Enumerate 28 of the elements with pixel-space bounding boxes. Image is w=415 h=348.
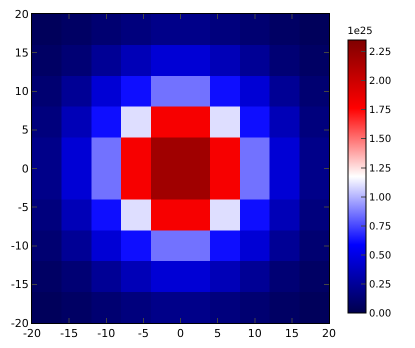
color-bar-label: 2.25 — [369, 47, 392, 58]
y-tick-label: -10 — [10, 240, 29, 253]
x-tick-label: 0 — [177, 327, 184, 340]
color-bar-label: 1.00 — [369, 192, 392, 204]
x-tick-label: 20 — [322, 327, 336, 340]
color-bar-label: 0.75 — [369, 221, 392, 232]
color-bar-label: 0.25 — [369, 279, 392, 290]
y-tick-label: -20 — [10, 316, 29, 330]
y-tick-label: 5 — [22, 124, 29, 137]
color-bar-title: 1e25 — [347, 26, 373, 37]
y-tick-label: -15 — [10, 278, 29, 292]
x-tick-label: -10 — [97, 327, 116, 340]
color-bar-label: 1.25 — [369, 163, 392, 174]
x-tick-label: 10 — [248, 327, 262, 340]
y-tick-label: 15 — [14, 46, 29, 60]
color-bar-label: 0.00 — [369, 308, 392, 320]
x-tick-label: 5 — [214, 327, 222, 340]
color-bar-label: 0.50 — [369, 250, 392, 262]
x-tick-label: -15 — [60, 327, 78, 340]
y-tick-label: 10 — [14, 85, 29, 98]
color-bar-label: 2.00 — [369, 76, 392, 88]
y-tick-label: 0 — [22, 162, 29, 176]
y-tick-label: -5 — [18, 200, 29, 214]
color-bar-label: 1.75 — [369, 105, 392, 116]
x-tick-label: 15 — [284, 327, 299, 340]
y-tick-label: 20 — [14, 8, 29, 21]
color-bar-label: 1.50 — [369, 134, 392, 146]
x-tick-label: -5 — [138, 327, 149, 340]
